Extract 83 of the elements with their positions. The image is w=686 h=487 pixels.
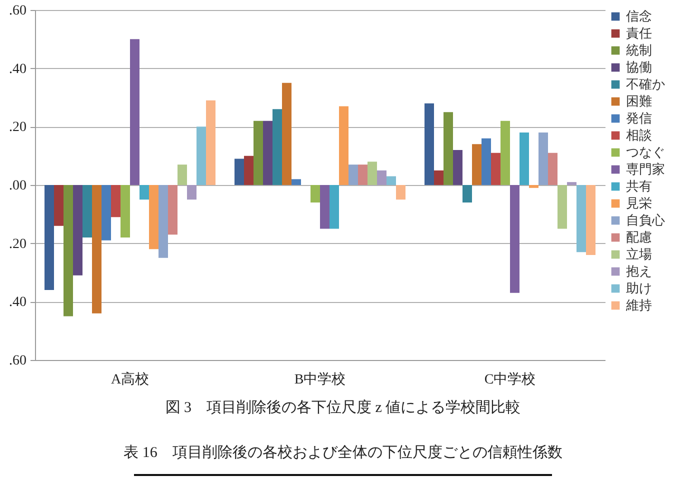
bar	[102, 185, 111, 240]
y-tick-label: .20	[9, 120, 26, 136]
bar	[576, 185, 586, 252]
bar	[292, 179, 301, 185]
bar	[92, 185, 102, 314]
legend-label: 信念	[626, 10, 652, 24]
bar	[368, 162, 377, 185]
legend-label: つなぐ	[626, 146, 665, 160]
bar	[538, 132, 548, 185]
caption: 図 3 項目削除後の各下位尺度 z 値による学校間比較	[164, 398, 522, 417]
bar	[358, 164, 368, 185]
bar	[282, 82, 292, 185]
bar	[348, 164, 358, 185]
legend-label: 抱え	[626, 264, 652, 280]
bar	[529, 185, 538, 188]
bar	[187, 185, 196, 200]
y-tick-label: .40	[9, 62, 26, 77]
bar	[234, 158, 244, 185]
bar	[567, 182, 576, 185]
legend-label: 配慮	[626, 230, 652, 246]
bar	[386, 176, 396, 185]
bar	[462, 185, 472, 202]
bar	[272, 109, 282, 185]
legend-label: 相談	[626, 128, 652, 144]
bar	[120, 185, 130, 238]
y-tick-label: .20	[9, 236, 26, 252]
legend-label: 統制	[626, 44, 652, 58]
legend-label: 専門家	[626, 162, 665, 178]
bar	[396, 185, 406, 200]
bar	[54, 185, 64, 226]
bar	[111, 185, 120, 218]
bar	[339, 106, 348, 185]
bar	[196, 126, 206, 185]
bar	[453, 150, 462, 185]
bar	[320, 185, 330, 229]
bar	[558, 185, 567, 229]
legend-label: 共有	[626, 180, 652, 194]
bar	[472, 144, 482, 185]
bar	[548, 152, 558, 185]
bar	[44, 185, 54, 290]
bar	[491, 152, 500, 185]
y-tick-label: .60	[9, 4, 26, 18]
x-tick-label: A高校	[110, 372, 150, 388]
x-tick-label: B中学校	[294, 372, 346, 388]
bar	[520, 132, 529, 185]
y-tick-label: .60	[9, 354, 26, 368]
bar	[206, 100, 216, 185]
bar	[64, 185, 73, 316]
x-tick-label: C中学校	[484, 372, 536, 388]
legend-label: 発信	[626, 112, 652, 126]
bar	[82, 185, 92, 238]
bar	[158, 185, 168, 258]
bar	[178, 164, 187, 185]
bar	[377, 170, 386, 185]
text: 表 16 項目削除後の各校および全体の下位尺度ごとの信頼性係数	[122, 443, 564, 462]
bar	[482, 138, 491, 185]
y-tick-label: .40	[9, 295, 26, 310]
legend-label: 維持	[625, 298, 652, 314]
bar	[310, 185, 320, 202]
legend-label: 立場	[626, 246, 652, 262]
bar	[254, 120, 263, 185]
bar	[510, 185, 520, 293]
bar	[434, 170, 444, 185]
legend-label: 不確か	[626, 78, 665, 92]
bar	[168, 185, 178, 235]
bar	[244, 156, 254, 185]
legend-label: 協働	[626, 60, 652, 76]
bar	[586, 185, 596, 255]
bar	[140, 185, 149, 200]
legend-label: 自負心	[626, 212, 665, 228]
legend-label: 見栄	[626, 196, 652, 212]
bar	[130, 39, 140, 185]
legend-label: 責任	[626, 26, 652, 42]
legend-label: 困難	[626, 94, 652, 110]
bar	[424, 103, 434, 185]
bar	[149, 185, 158, 250]
bar	[500, 120, 510, 185]
bar	[444, 112, 453, 185]
bar	[330, 185, 339, 229]
bar	[263, 120, 272, 185]
y-tick-label: .00	[9, 178, 26, 194]
legend-label: 助け	[626, 282, 652, 296]
bar	[73, 185, 82, 276]
